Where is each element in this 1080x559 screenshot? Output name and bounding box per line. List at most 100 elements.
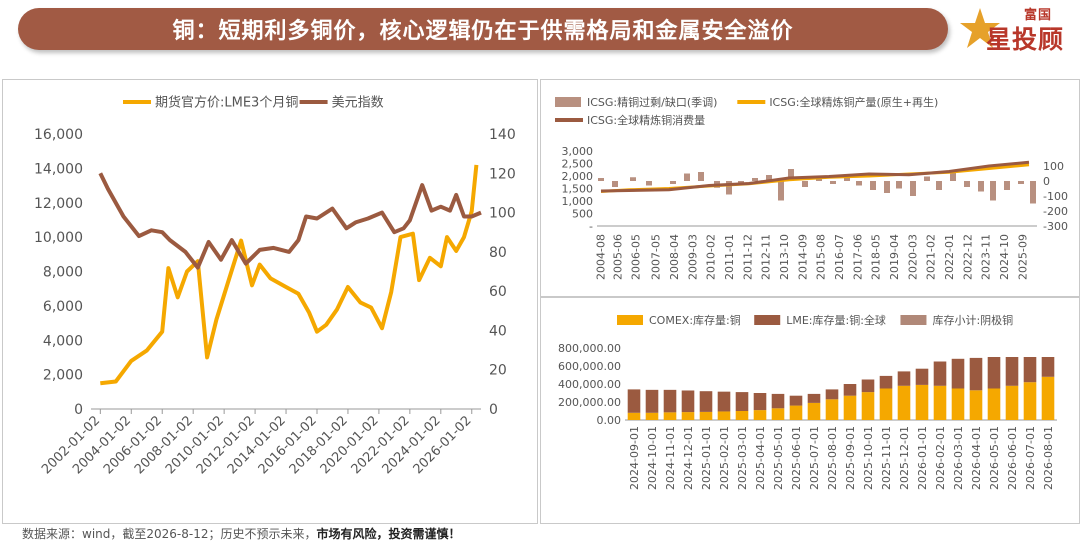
inventory-bar-1-19 (969, 357, 983, 391)
x-tick-label: 2008-04 (668, 234, 681, 280)
inventory-bar-1-15 (897, 371, 911, 386)
title-banner: 铜：短期利多铜价，核心逻辑仍在于供需格局和金属安全溢价 (18, 8, 948, 50)
balance-bar-2 (630, 177, 636, 181)
inventory-bar-0-21 (1005, 385, 1019, 420)
series-line-2 (600, 160, 1030, 193)
balance-bar-22 (910, 181, 916, 196)
inventory-bar-1-23 (1041, 357, 1055, 377)
y-right-tick-label: 0 (1043, 175, 1050, 188)
x-tick-label: 2026-02-01 (934, 426, 947, 490)
x-tick-label: 2012-11 (760, 234, 773, 280)
balance-bar-20 (884, 181, 890, 193)
series-line-0 (100, 164, 479, 386)
x-tick-label: 2025-07-01 (808, 426, 821, 490)
balance-bar-4 (670, 181, 676, 184)
inventory-bar-0-7 (753, 410, 767, 420)
brand-logo: 富国 星投顾 (958, 2, 1076, 56)
x-tick-label: 2025-01-01 (700, 426, 713, 490)
y-tick-label: 600,000.00 (558, 360, 621, 373)
y-right-tick-label: 100 (489, 206, 516, 222)
inventory-bar-0-3 (681, 412, 695, 420)
inventory-bar-1-17 (933, 361, 947, 386)
legend-label-1: LME:库存量:铜:全球 (786, 313, 886, 327)
y-tick-label: 800,000.00 (558, 342, 621, 355)
balance-bar-25 (950, 172, 956, 181)
balance-bar-19 (870, 181, 876, 190)
inventory-bar-0-15 (897, 385, 911, 420)
y-right-tick-label: 120 (489, 166, 516, 182)
legend-label-0: COMEX:库存量:铜 (649, 313, 741, 327)
x-tick-label: 2025-12-01 (898, 426, 911, 490)
inventory-bar-0-10 (807, 402, 821, 420)
inventory-bar-1-8 (771, 393, 785, 409)
inventory-bar-0-16 (915, 384, 929, 420)
x-tick-label: 2025-09 (1016, 234, 1029, 280)
inventory-bar-0-18 (951, 388, 965, 420)
inventory-bar-1-12 (843, 384, 857, 396)
inventory-bar-1-0 (627, 389, 641, 413)
copper-inventory-panel: 0.00 200,000.00 400,000.00 600,000.00 800,00… (540, 297, 1080, 524)
inventory-bar-1-14 (879, 375, 893, 389)
x-tick-label: 2025-05-01 (772, 426, 785, 490)
x-tick-label: 2010-02 (705, 234, 718, 280)
inventory-bar-1-1 (645, 389, 659, 413)
x-tick-label: 2021-02 (925, 234, 938, 280)
balance-bar-29 (1004, 181, 1010, 190)
x-tick-label: 2026-05-01 (988, 426, 1001, 490)
inventory-bar-1-13 (861, 379, 875, 393)
x-tick-label: 2011-01 (723, 234, 736, 280)
x-tick-label: 2007-05 (650, 234, 663, 280)
x-tick-label: 2016-07 (833, 234, 846, 280)
inventory-bar-1-3 (681, 390, 695, 413)
legend-label-1: ICSG:全球精炼铜产量(原生+再生) (769, 95, 938, 109)
logo-main-text: 星投顾 (986, 25, 1065, 54)
balance-bar-5 (684, 173, 690, 181)
x-tick-label: 2019-04 (888, 234, 901, 280)
inventory-bar-0-12 (843, 395, 857, 420)
balance-bar-28 (990, 181, 996, 201)
inventory-bar-1-21 (1005, 357, 1019, 386)
x-tick-label: 2023-11 (980, 234, 993, 280)
inventory-bar-1-11 (825, 389, 839, 400)
legend-label-2: 库存小计:阴极铜 (932, 313, 1013, 327)
inventory-bar-0-22 (1023, 382, 1037, 420)
inventory-bar-1-9 (789, 395, 803, 406)
y-left-tick-label: 8,000 (43, 265, 83, 281)
x-tick-label: 2025-03-01 (736, 426, 749, 490)
footer-warning: 市场有风险，投资需谨慎！ (316, 527, 461, 541)
balance-bar-13 (788, 169, 794, 181)
x-tick-label: 2025-02-01 (718, 426, 731, 490)
y-right-tick-label: 100 (1043, 160, 1064, 173)
inventory-bar-0-13 (861, 392, 875, 420)
balance-bar-18 (856, 181, 862, 186)
y-right-tick-label: 0 (489, 402, 498, 418)
legend-label-0: 期货官方价:LME3个月铜 (155, 95, 298, 111)
y-tick-label: 0.00 (597, 414, 622, 427)
inventory-bar-0-5 (717, 411, 731, 420)
x-tick-label: 2026-06-01 (1006, 426, 1019, 490)
balance-bar-30 (1018, 181, 1024, 184)
balance-bar-8 (726, 181, 732, 195)
legend-swatch-0 (555, 97, 581, 107)
x-tick-label: 2024-10-01 (646, 426, 659, 490)
x-tick-label: 2026-04-01 (970, 426, 983, 490)
x-tick-label: 2025-08-01 (826, 426, 839, 490)
legend-swatch-2 (900, 315, 927, 325)
series-line-1 (98, 172, 482, 270)
x-tick-label: 2024-09-01 (628, 426, 641, 490)
inventory-bar-1-20 (987, 357, 1001, 389)
y-left-tick-label: 10,000 (34, 230, 83, 246)
x-tick-label: 2026-07-01 (1024, 426, 1037, 490)
legend-label-0: ICSG:精铜过剩/缺口(季调) (587, 95, 717, 109)
inventory-bar-0-0 (627, 412, 641, 420)
inventory-bar-1-5 (717, 391, 731, 412)
inventory-bar-1-16 (915, 368, 929, 385)
y-left-tick-label: 16,000 (34, 127, 83, 143)
x-tick-label: 2026-08-01 (1042, 426, 1055, 490)
inventory-bar-1-7 (753, 393, 767, 411)
balance-bar-24 (936, 181, 942, 190)
y-left-tick-label: 12,000 (34, 196, 83, 212)
x-tick-label: 2018-05 (870, 234, 883, 280)
x-tick-label: 2005-06 (611, 234, 624, 280)
